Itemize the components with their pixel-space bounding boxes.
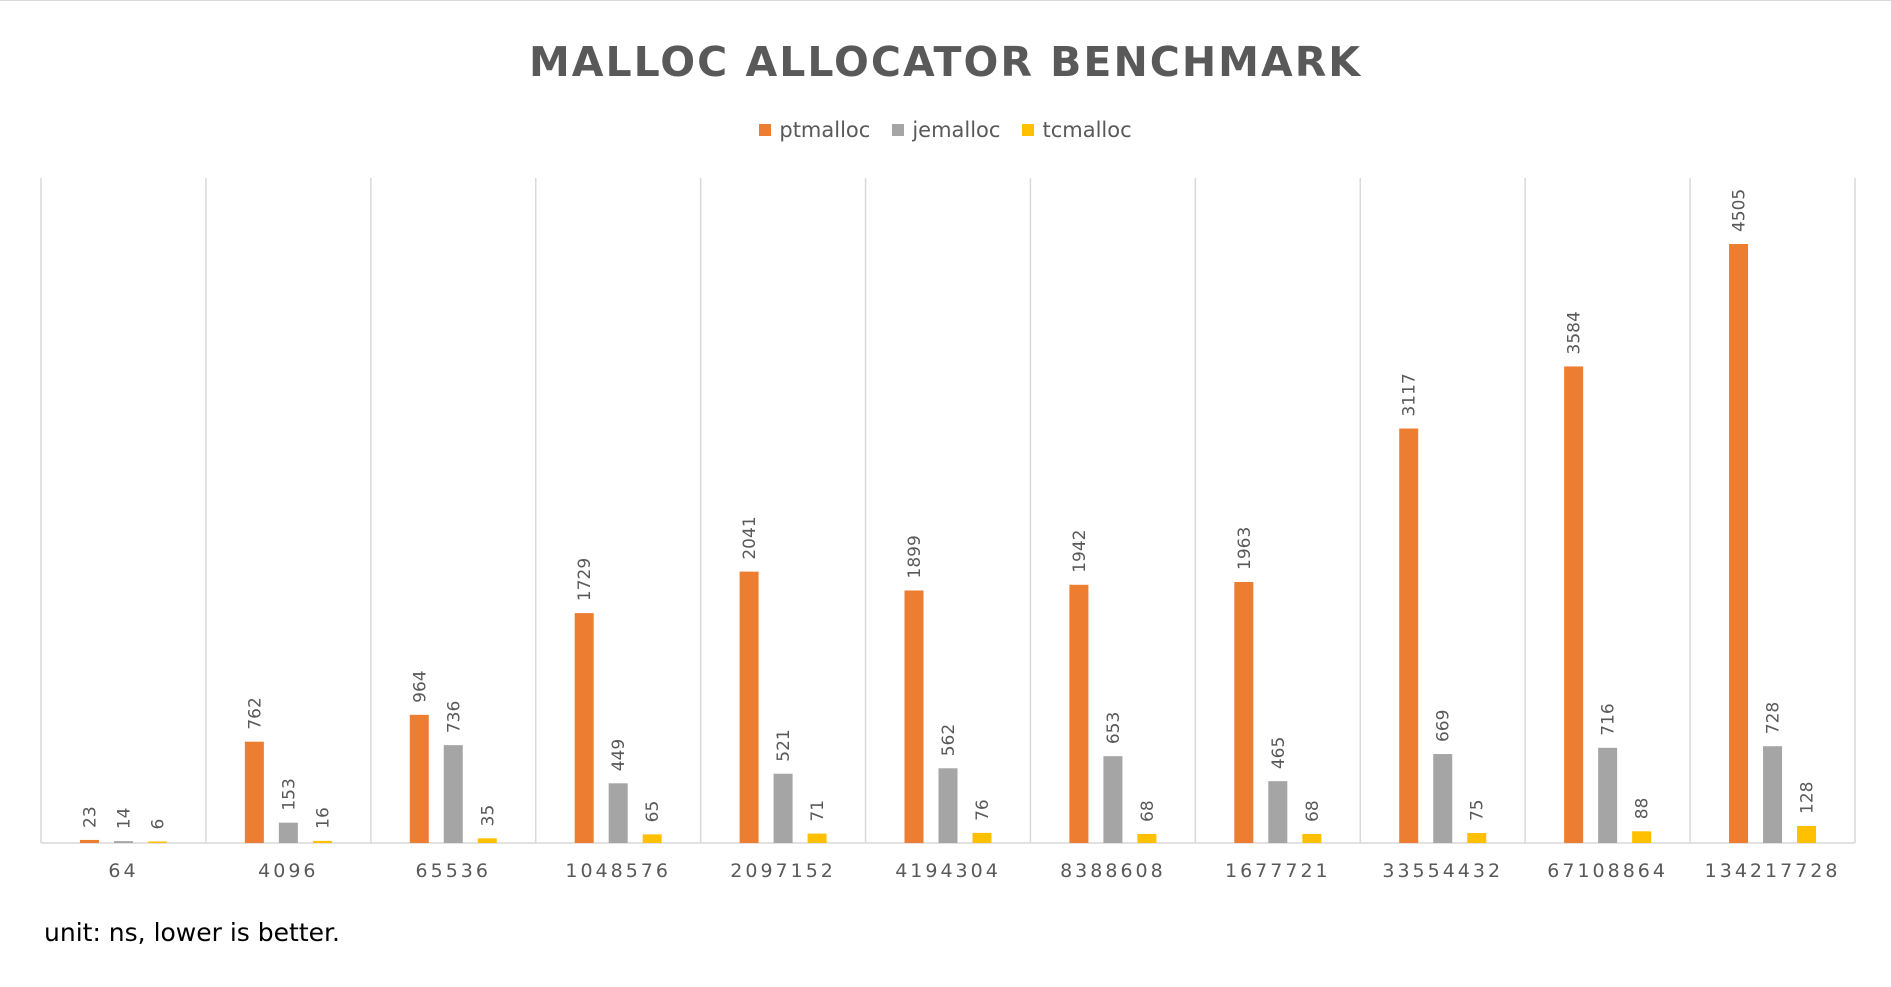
bar-jemalloc [1433, 754, 1453, 843]
legend-item-ptmalloc: ptmalloc [759, 118, 870, 142]
data-label-jemalloc: 728 [1764, 702, 1784, 734]
x-tick-label: 33554432 [1382, 860, 1503, 882]
data-label-ptmalloc: 4505 [1730, 189, 1750, 232]
x-tick-label: 67108864 [1547, 860, 1668, 882]
x-tick-label: 8388608 [1060, 860, 1166, 882]
data-label-ptmalloc: 762 [245, 697, 265, 729]
bar-tcmalloc [642, 834, 662, 843]
x-tick-label: 64 [108, 860, 138, 882]
legend-label: tcmalloc [1042, 118, 1132, 142]
bar-jemalloc [113, 841, 133, 843]
legend-swatch [1022, 124, 1035, 136]
data-label-ptmalloc: 1942 [1070, 530, 1090, 573]
data-label-jemalloc: 653 [1104, 712, 1124, 744]
data-label-jemalloc: 716 [1599, 703, 1619, 735]
bar-ptmalloc [79, 839, 99, 843]
x-tick-label: 1048576 [565, 860, 671, 882]
legend-item-tcmalloc: tcmalloc [1022, 118, 1132, 142]
footnote: unit: ns, lower is better. [44, 918, 340, 947]
data-label-ptmalloc: 3117 [1400, 373, 1420, 416]
data-label-ptmalloc: 23 [80, 806, 100, 828]
data-label-tcmalloc: 128 [1798, 782, 1818, 814]
bar-tcmalloc [1137, 833, 1157, 843]
bar-jemalloc [1763, 746, 1783, 843]
bar-jemalloc [938, 768, 958, 843]
bar-tcmalloc [807, 833, 827, 843]
legend-swatch [759, 124, 772, 136]
legend-label: ptmalloc [779, 118, 871, 142]
bar-jemalloc [773, 773, 793, 843]
data-label-tcmalloc: 88 [1633, 798, 1653, 820]
data-label-jemalloc: 562 [939, 724, 959, 756]
data-label-ptmalloc: 1729 [575, 558, 595, 601]
data-label-ptmalloc: 3584 [1565, 311, 1585, 354]
bar-jemalloc [278, 822, 298, 843]
bar-jemalloc [1103, 756, 1123, 843]
data-label-ptmalloc: 1963 [1235, 527, 1255, 570]
bar-tcmalloc [972, 832, 992, 843]
bar-tcmalloc [477, 838, 497, 843]
legend-label: jemalloc [912, 118, 1001, 142]
bar-jemalloc [1268, 781, 1288, 843]
chart-title: MALLOC ALLOCATOR BENCHMARK [528, 38, 1363, 86]
bar-ptmalloc [1729, 244, 1749, 843]
x-tick-label: 134217728 [1705, 860, 1841, 882]
x-tick-label: 2097152 [730, 860, 836, 882]
bar-tcmalloc [1467, 833, 1487, 843]
data-label-ptmalloc: 1899 [905, 535, 925, 578]
bar-ptmalloc [574, 613, 594, 843]
bar-tcmalloc [1302, 833, 1322, 843]
x-tick-label: 1677721 [1225, 860, 1331, 882]
bar-ptmalloc [739, 571, 759, 843]
bar-ptmalloc [1564, 366, 1584, 843]
data-label-jemalloc: 736 [444, 701, 464, 733]
data-label-jemalloc: 465 [1269, 737, 1289, 769]
data-label-ptmalloc: 964 [410, 670, 430, 702]
data-label-tcmalloc: 16 [313, 807, 333, 829]
bar-ptmalloc [1234, 581, 1254, 843]
legend-item-jemalloc: jemalloc [892, 118, 1000, 142]
data-label-tcmalloc: 71 [808, 800, 828, 822]
bar-ptmalloc [1399, 428, 1419, 843]
data-label-tcmalloc: 68 [1303, 800, 1323, 822]
bar-ptmalloc [904, 590, 924, 843]
x-tick-label: 4096 [258, 860, 318, 882]
data-label-jemalloc: 521 [774, 729, 794, 761]
data-label-jemalloc: 449 [609, 739, 629, 771]
bar-ptmalloc [1069, 584, 1089, 843]
bar-tcmalloc [312, 840, 332, 843]
data-label-jemalloc: 153 [279, 778, 299, 810]
bar-jemalloc [608, 783, 628, 843]
data-label-jemalloc: 669 [1434, 710, 1454, 742]
data-label-tcmalloc: 68 [1138, 800, 1158, 822]
top-border [0, 0, 1891, 1]
bar-jemalloc [443, 745, 463, 843]
legend: ptmalloc jemalloc tcmalloc [0, 118, 1891, 142]
data-label-tcmalloc: 75 [1468, 799, 1488, 821]
data-label-tcmalloc: 76 [973, 799, 993, 821]
data-label-ptmalloc: 2041 [740, 516, 760, 559]
data-label-tcmalloc: 6 [148, 819, 168, 830]
x-tick-label: 65536 [416, 860, 491, 882]
bar-jemalloc [1598, 747, 1618, 843]
bar-tcmalloc [1797, 825, 1817, 843]
data-label-tcmalloc: 65 [643, 801, 663, 823]
bar-tcmalloc [1632, 831, 1652, 843]
legend-swatch [892, 124, 905, 136]
x-tick-label: 4194304 [895, 860, 1001, 882]
bar-tcmalloc [147, 841, 167, 843]
data-label-jemalloc: 14 [114, 807, 134, 829]
bar-ptmalloc [409, 714, 429, 843]
data-label-tcmalloc: 35 [478, 805, 498, 827]
bar-ptmalloc [244, 741, 264, 843]
